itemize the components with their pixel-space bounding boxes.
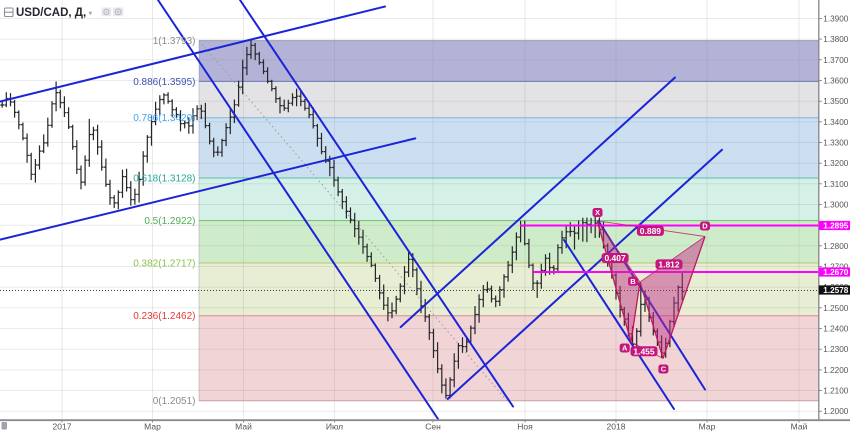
svg-text:1.2578: 1.2578	[823, 286, 848, 295]
svg-text:Мар: Мар	[699, 422, 716, 432]
svg-text:0.886(1.3595): 0.886(1.3595)	[133, 77, 195, 88]
svg-text:1.3500: 1.3500	[823, 97, 848, 106]
svg-text:0.5(1.2922): 0.5(1.2922)	[144, 216, 195, 227]
svg-text:Май: Май	[791, 422, 808, 432]
svg-text:1.3200: 1.3200	[823, 159, 848, 168]
svg-text:1.2500: 1.2500	[823, 304, 848, 313]
svg-text:0.407: 0.407	[604, 253, 626, 263]
svg-text:0.786(1.3420): 0.786(1.3420)	[133, 113, 195, 124]
svg-text:0.889: 0.889	[640, 226, 662, 236]
svg-text:2018: 2018	[607, 422, 626, 432]
svg-text:0(1.2051): 0(1.2051)	[153, 396, 196, 407]
svg-text:1(1.3793): 1(1.3793)	[153, 36, 196, 47]
svg-text:1.812: 1.812	[658, 260, 680, 270]
svg-text:1.2700: 1.2700	[823, 263, 848, 272]
svg-text:1.3400: 1.3400	[823, 118, 848, 127]
svg-text:1.3600: 1.3600	[823, 77, 848, 86]
svg-text:D: D	[702, 222, 708, 231]
svg-text:1.2100: 1.2100	[823, 387, 848, 396]
svg-text:0.382(1.2717): 0.382(1.2717)	[133, 258, 195, 269]
svg-text:1.2400: 1.2400	[823, 325, 848, 334]
svg-text:▾: ▾	[89, 9, 93, 18]
svg-text:Май: Май	[235, 422, 252, 432]
svg-text:1.2895: 1.2895	[823, 222, 848, 231]
svg-text:2017: 2017	[53, 422, 72, 432]
svg-text:1.3100: 1.3100	[823, 180, 848, 189]
svg-text:B: B	[630, 277, 636, 286]
svg-text:0.236(1.2462): 0.236(1.2462)	[133, 311, 195, 322]
svg-text:1.455: 1.455	[633, 346, 655, 356]
svg-text:Июл: Июл	[326, 422, 343, 432]
svg-text:1.3000: 1.3000	[823, 201, 848, 210]
svg-text:1.3300: 1.3300	[823, 139, 848, 148]
svg-text:USD/CAD, Д,: USD/CAD, Д,	[16, 7, 86, 19]
svg-text:1.3700: 1.3700	[823, 56, 848, 65]
svg-text:1.2800: 1.2800	[823, 242, 848, 251]
svg-text:0.618(1.3128): 0.618(1.3128)	[133, 173, 195, 184]
svg-text:1.2300: 1.2300	[823, 345, 848, 354]
svg-text:C: C	[661, 365, 667, 374]
svg-text:1.3800: 1.3800	[823, 35, 848, 44]
svg-text:1.2000: 1.2000	[823, 407, 848, 416]
svg-text:A: A	[622, 344, 628, 353]
svg-text:Сен: Сен	[425, 422, 441, 432]
svg-text:Ноя: Ноя	[517, 422, 533, 432]
svg-text:1.2670: 1.2670	[823, 268, 848, 277]
svg-text:1.3900: 1.3900	[823, 15, 848, 24]
svg-text:X: X	[595, 208, 600, 217]
svg-text:Мар: Мар	[144, 422, 161, 432]
svg-text:1.2200: 1.2200	[823, 366, 848, 375]
